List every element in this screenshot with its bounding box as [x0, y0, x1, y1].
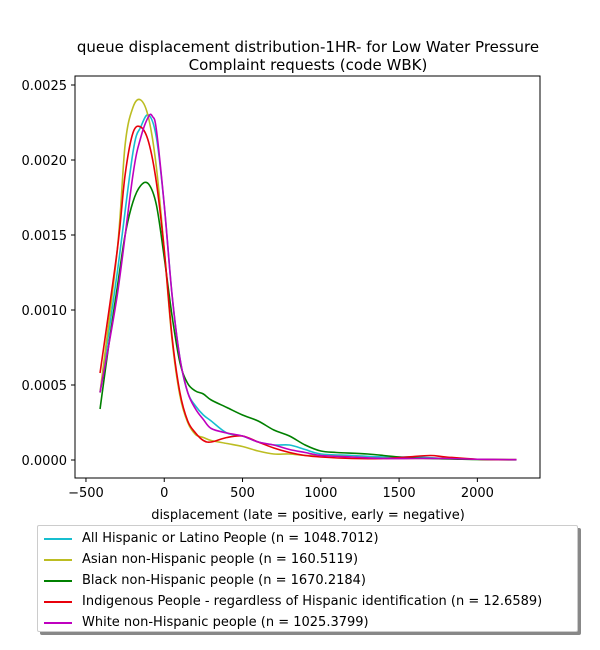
y-tick-label: 0.0025	[22, 79, 68, 94]
series-line-2	[99, 181, 517, 461]
legend-label: All Hispanic or Latino People (n = 1048.…	[82, 531, 379, 546]
plot-frame	[74, 75, 541, 479]
x-axis: −500 0 500 1000 1500 2000	[68, 478, 494, 501]
legend-label: Asian non-Hispanic people (n = 160.5119)	[82, 552, 359, 567]
legend-swatch	[44, 558, 72, 561]
x-tick-label: 500	[230, 486, 255, 501]
legend-item: White non-Hispanic people (n = 1025.3799…	[42, 612, 577, 633]
series-line-0	[99, 113, 517, 461]
y-tick-label: 0.0005	[22, 379, 68, 394]
legend-item: Asian non-Hispanic people (n = 160.5119)	[42, 549, 577, 570]
series-layer	[99, 98, 517, 461]
legend-swatch	[44, 537, 72, 540]
series-line-4	[99, 113, 517, 461]
x-tick-label: 2000	[461, 486, 494, 501]
chart: queue displacement distribution-1HR- for…	[22, 38, 541, 523]
x-tick-label: −500	[68, 486, 104, 501]
y-tick-label: 0.0000	[22, 454, 68, 469]
legend-item: Indigenous People - regardless of Hispan…	[42, 591, 577, 612]
chart-title-line-2: Complaint requests (code WBK)	[189, 56, 428, 74]
y-tick-label: 0.0020	[22, 154, 68, 169]
legend-swatch	[44, 579, 72, 582]
y-tick-label: 0.0015	[22, 229, 68, 244]
legend-label: Black non-Hispanic people (n = 1670.2184…	[82, 573, 366, 588]
x-tick-label: 1500	[383, 486, 416, 501]
x-axis-label: displacement (late = positive, early = n…	[151, 508, 465, 523]
series-line-3	[99, 125, 517, 461]
legend-swatch	[44, 621, 72, 624]
x-tick-label: 0	[160, 486, 168, 501]
legend-item: All Hispanic or Latino People (n = 1048.…	[42, 528, 577, 549]
x-tick-label: 1000	[304, 486, 337, 501]
legend-label: Indigenous People - regardless of Hispan…	[82, 594, 543, 609]
series-line-1	[99, 98, 517, 461]
legend-swatch	[44, 600, 72, 603]
y-axis: 0.0000 0.0005 0.0010 0.0015 0.0020 0.0025	[22, 79, 75, 469]
legend: All Hispanic or Latino People (n = 1048.…	[37, 525, 578, 632]
chart-title-line-1: queue displacement distribution-1HR- for…	[77, 38, 539, 56]
y-tick-label: 0.0010	[22, 304, 68, 319]
legend-label: White non-Hispanic people (n = 1025.3799…	[82, 615, 369, 630]
legend-item: Black non-Hispanic people (n = 1670.2184…	[42, 570, 577, 591]
